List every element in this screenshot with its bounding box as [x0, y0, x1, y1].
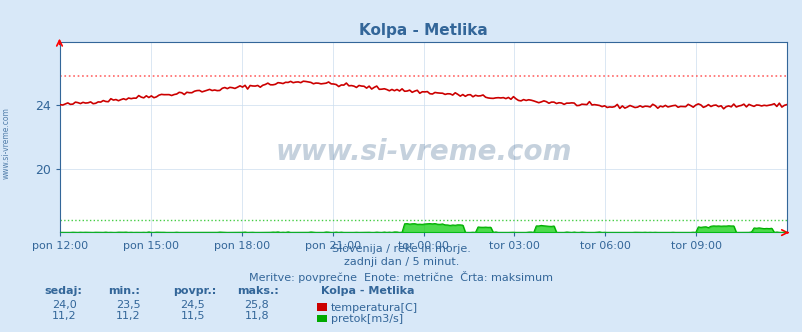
- Text: maks.:: maks.:: [237, 286, 278, 296]
- Text: Slovenija / reke in morje.: Slovenija / reke in morje.: [332, 244, 470, 254]
- Text: 23,5: 23,5: [116, 300, 140, 310]
- Text: sedaj:: sedaj:: [44, 286, 82, 296]
- Text: Meritve: povprečne  Enote: metrične  Črta: maksimum: Meritve: povprečne Enote: metrične Črta:…: [249, 271, 553, 283]
- Text: 11,2: 11,2: [116, 311, 140, 321]
- Text: pretok[m3/s]: pretok[m3/s]: [330, 314, 403, 324]
- Text: povpr.:: povpr.:: [172, 286, 216, 296]
- Title: Kolpa - Metlika: Kolpa - Metlika: [358, 23, 488, 38]
- Text: 24,5: 24,5: [180, 300, 205, 310]
- Text: zadnji dan / 5 minut.: zadnji dan / 5 minut.: [343, 257, 459, 267]
- Text: Kolpa - Metlika: Kolpa - Metlika: [321, 286, 414, 296]
- Text: temperatura[C]: temperatura[C]: [330, 303, 417, 313]
- Text: 24,0: 24,0: [52, 300, 76, 310]
- Text: 11,2: 11,2: [52, 311, 76, 321]
- Text: min.:: min.:: [108, 286, 140, 296]
- Text: 25,8: 25,8: [245, 300, 269, 310]
- Text: www.si-vreme.com: www.si-vreme.com: [2, 107, 11, 179]
- Text: 11,8: 11,8: [245, 311, 269, 321]
- Text: 11,5: 11,5: [180, 311, 205, 321]
- Text: www.si-vreme.com: www.si-vreme.com: [275, 138, 571, 166]
